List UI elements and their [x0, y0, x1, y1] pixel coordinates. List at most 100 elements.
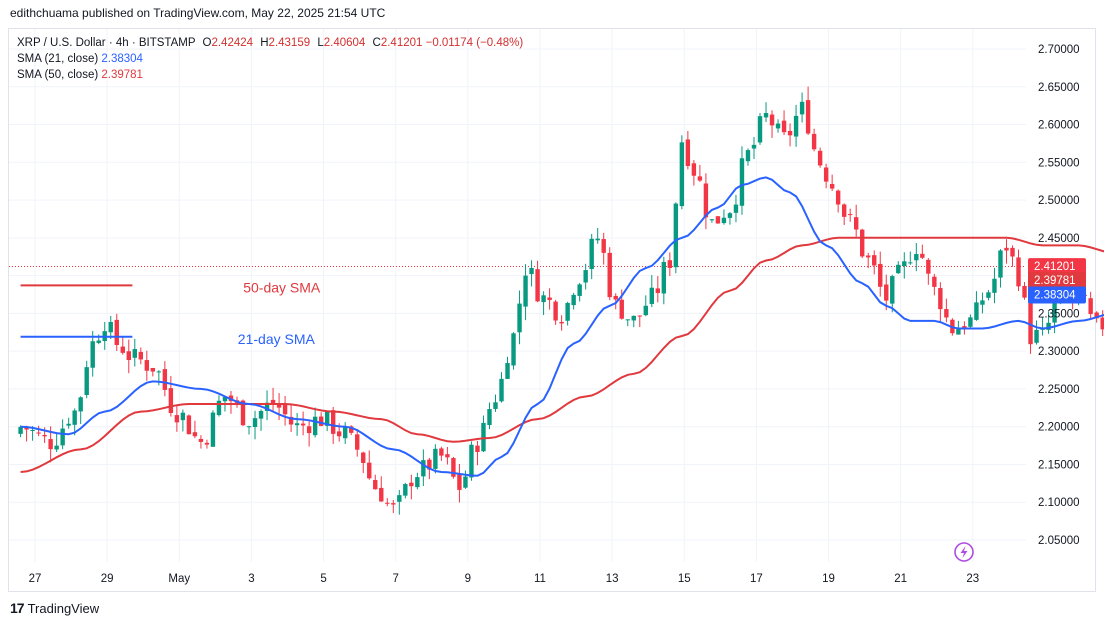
- candle-body: [210, 412, 216, 447]
- x-axis: 27 29 May 3 5 7 9 11 13 15 17 19 21 23: [29, 573, 980, 585]
- candle-body: [391, 503, 396, 505]
- candle-body: [186, 415, 192, 435]
- candle-body: [78, 397, 83, 412]
- candle-body: [673, 203, 679, 268]
- candle-body: [427, 459, 432, 470]
- sma50-label: SMA (50, close): [17, 69, 99, 81]
- candle-body: [48, 439, 53, 450]
- sma50-line: [20, 236, 1104, 473]
- candle-body: [709, 219, 715, 221]
- candle-body: [751, 144, 757, 149]
- candle-body: [1028, 298, 1033, 345]
- sma21-value: 2.38304: [101, 53, 143, 65]
- candle-body: [30, 429, 35, 431]
- candle-body: [126, 351, 131, 360]
- candle-body: [150, 367, 156, 372]
- x-tick-label: 9: [465, 573, 471, 585]
- candle-body: [276, 403, 282, 408]
- sma21-tag: [1028, 286, 1086, 304]
- candle-body: [306, 426, 312, 434]
- candle-body: [409, 482, 414, 487]
- candle-body: [853, 217, 859, 230]
- x-tick-label: 13: [606, 573, 619, 585]
- high-label: H: [260, 37, 269, 49]
- candle-body: [463, 476, 468, 488]
- candle-body: [54, 445, 59, 450]
- candle-body: [246, 426, 252, 428]
- candle-body: [679, 142, 685, 207]
- legend-sma50-row[interactable]: SMA (50, close) 2.39781: [17, 67, 523, 83]
- sma21-label: SMA (21, close): [17, 53, 99, 65]
- candle-body: [180, 412, 186, 421]
- y-tick-label: 2.65000: [1038, 82, 1080, 94]
- legend-sma21-row[interactable]: SMA (21, close) 2.38304: [17, 51, 523, 67]
- candle-body: [114, 319, 119, 345]
- candle-body: [258, 410, 264, 419]
- candle-body: [571, 294, 576, 306]
- candle-body: [84, 367, 89, 395]
- last-price-tag-text: 2.41201: [1034, 261, 1076, 273]
- tradingview-logo-icon[interactable]: 17: [10, 600, 25, 616]
- candle-body: [1094, 312, 1099, 319]
- candle-body: [739, 158, 745, 206]
- candle-body: [1088, 298, 1093, 315]
- y-tick-label: 2.35000: [1038, 308, 1080, 320]
- candle-body: [583, 270, 588, 283]
- candle-body: [144, 360, 150, 371]
- candles: [18, 86, 1104, 515]
- candle-body: [421, 460, 426, 477]
- sma-lines: [20, 176, 1104, 477]
- y-tick-label: 2.10000: [1038, 497, 1080, 509]
- candle-body: [775, 123, 781, 129]
- y-tick-label: 2.60000: [1038, 120, 1080, 132]
- candle-body: [264, 402, 270, 411]
- candle-body: [589, 238, 594, 270]
- candle-body: [108, 321, 113, 333]
- lightning-icon[interactable]: [954, 542, 974, 562]
- candle-body: [42, 434, 47, 437]
- candle-body: [631, 315, 636, 321]
- y-tick-label: 2.20000: [1038, 422, 1080, 434]
- candle-body: [763, 113, 769, 118]
- candle-body: [361, 452, 366, 463]
- candle-body: [96, 340, 101, 343]
- y-tick-label: 2.70000: [1038, 44, 1080, 56]
- x-tick-label: 23: [966, 573, 979, 585]
- candle-body: [595, 238, 600, 241]
- candle-body: [974, 302, 979, 320]
- symbol-label[interactable]: XRP / U.S. Dollar · 4h · BITSTAMP: [17, 37, 196, 49]
- x-tick-label: 19: [822, 573, 835, 585]
- open-value: 2.42424: [211, 37, 254, 49]
- candle-body: [373, 479, 378, 490]
- candle-body: [385, 502, 390, 504]
- candle-body: [36, 432, 41, 434]
- candle-body: [457, 474, 462, 490]
- candle-body: [252, 418, 258, 427]
- grid: [9, 29, 1026, 562]
- candle-body: [493, 402, 498, 409]
- candle-body: [120, 346, 125, 353]
- candle-body: [541, 295, 546, 303]
- candle-body: [727, 213, 733, 218]
- candle-body: [174, 415, 180, 423]
- x-tick-label: 3: [248, 573, 254, 585]
- candle-body: [487, 409, 492, 425]
- candle-body: [926, 259, 931, 274]
- low-label: L: [317, 37, 324, 49]
- candle-body: [198, 438, 204, 442]
- candle-body: [805, 100, 811, 134]
- candle-body: [475, 445, 480, 452]
- candle-body: [619, 299, 624, 319]
- candle-body: [992, 278, 997, 293]
- candle-body: [318, 416, 324, 426]
- candle-body: [270, 399, 276, 405]
- candle-body: [721, 217, 727, 224]
- candle-body: [565, 302, 570, 321]
- x-tick-label: 11: [534, 573, 546, 585]
- candle-body: [355, 434, 360, 450]
- candle-body: [655, 288, 661, 293]
- candle-body: [433, 448, 438, 469]
- footer-brand[interactable]: TradingView: [27, 600, 100, 616]
- candle-body: [667, 260, 673, 268]
